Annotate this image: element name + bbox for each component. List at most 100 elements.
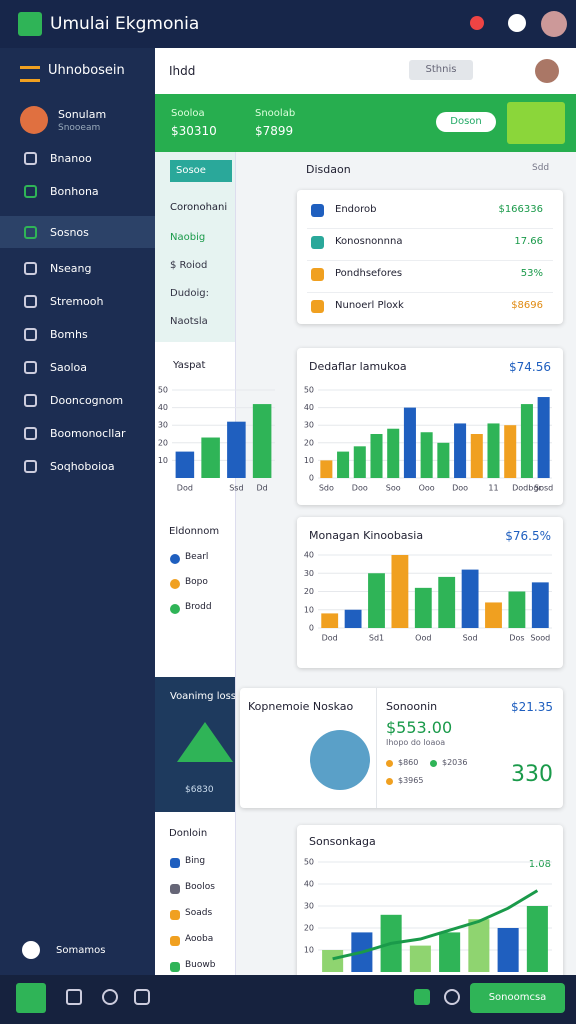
y-tick-label: 10 <box>304 946 314 955</box>
y-tick-label: 30 <box>304 421 314 430</box>
nav-icon <box>24 328 37 341</box>
bar <box>508 591 526 628</box>
legend-label: $860 <box>398 758 419 767</box>
chart-value: $76.5% <box>505 529 551 543</box>
nav-item[interactable]: Dooncognom <box>50 394 124 407</box>
search-button[interactable]: Sthnis <box>409 60 473 80</box>
nav-icon <box>24 361 37 374</box>
list-item[interactable]: Brodd <box>185 602 212 612</box>
bar <box>227 421 246 478</box>
y-tick-label: 10 <box>304 605 314 614</box>
nav-item[interactable]: Nseang <box>50 262 92 275</box>
bar <box>439 932 461 972</box>
nav-item[interactable]: Saoloa <box>50 361 87 374</box>
bottom-icon[interactable] <box>16 983 46 1013</box>
settings[interactable] <box>508 14 526 32</box>
primary-button[interactable]: Sonoomcsa <box>470 983 565 1013</box>
y-tick-label: 40 <box>158 403 168 412</box>
y-tick-label: 0 <box>309 474 314 483</box>
bar <box>337 451 350 478</box>
bottom-icon[interactable] <box>414 989 430 1005</box>
bottombar: Sonoomcsa <box>0 975 576 1024</box>
list-icon <box>170 936 180 946</box>
y-tick-label: 50 <box>158 386 168 395</box>
nav-item[interactable]: Soqhoboioa <box>50 460 115 473</box>
bottom-icon[interactable] <box>66 989 82 1005</box>
banner-button[interactable]: Doson <box>436 112 496 132</box>
nav-item[interactable]: Bnanoo <box>50 152 92 165</box>
list-icon <box>170 910 180 920</box>
bar <box>252 404 272 478</box>
bottom-icon[interactable] <box>134 989 150 1005</box>
nav-item[interactable]: Sosnos <box>50 226 89 239</box>
bar <box>420 432 433 478</box>
sidebar-footer[interactable]: Somamos <box>56 945 106 956</box>
logo <box>18 12 42 36</box>
list-icon <box>170 858 180 868</box>
x-tick-label: Dod <box>177 484 193 493</box>
list-item[interactable]: Aooba <box>185 934 214 944</box>
promo-panel: Voanimg loss $6830 <box>155 677 237 812</box>
x-tick-label: Ood <box>415 634 431 643</box>
bar <box>175 451 195 478</box>
bottom-icon[interactable] <box>102 989 118 1005</box>
list-item[interactable]: Bing <box>185 856 206 866</box>
bar <box>461 569 479 628</box>
subpanel-link[interactable]: Dudoig: <box>170 288 209 299</box>
banner-label: Snoolab <box>255 108 296 119</box>
chart-card: Dedaflar lamukoa $74.56 <box>297 348 563 505</box>
nav-item[interactable]: Stremooh <box>50 295 104 308</box>
row-icon <box>311 236 324 249</box>
legend-dot <box>386 760 393 767</box>
chart-value: 1.08 <box>528 859 551 870</box>
bar <box>387 428 400 478</box>
y-tick-label: 40 <box>304 551 314 560</box>
nav-item[interactable]: Boomonocllar <box>50 427 126 440</box>
avatar-small[interactable] <box>535 59 559 83</box>
divider <box>376 688 377 808</box>
nav-icon <box>24 262 37 275</box>
nav-item[interactable]: Bomhs <box>50 328 88 341</box>
list-item[interactable]: Boolos <box>185 882 215 892</box>
row-value: 53% <box>520 268 543 279</box>
dialog-close[interactable]: Sdd <box>532 163 550 173</box>
subpanel-tab[interactable]: Sosoe <box>170 160 232 182</box>
nav-icon <box>24 427 37 440</box>
x-tick-label: Dod <box>322 634 338 643</box>
y-tick-label: 20 <box>158 438 168 447</box>
subpanel-link[interactable]: Naobig <box>170 232 206 243</box>
list-item[interactable]: Soads <box>185 908 213 918</box>
promo-card: Kopnemoie Noskao Sonoonin $553.00 Ihopo … <box>240 688 563 808</box>
banner-value: $7899 <box>255 124 294 138</box>
bottom-icon[interactable] <box>444 989 460 1005</box>
trend-line <box>332 889 539 961</box>
legend-dot <box>386 778 393 785</box>
promo-value: $21.35 <box>511 700 553 714</box>
action-button[interactable] <box>507 102 565 144</box>
bar <box>409 945 431 972</box>
legend-label: $2036 <box>442 758 468 767</box>
subpanel-bottom: Donloin Bing Boolos Soads Aooba Buowb <box>155 812 235 975</box>
x-tick-label: Sdo <box>319 484 334 493</box>
bar <box>454 423 467 478</box>
subpanel-link[interactable]: Naotsla <box>170 316 208 327</box>
promo-big: 330 <box>511 762 553 787</box>
list-item[interactable]: Bearl <box>185 552 209 562</box>
avatar[interactable] <box>541 11 567 37</box>
menu-icon[interactable] <box>20 66 40 82</box>
bar <box>322 950 344 972</box>
list-item[interactable]: Buowb <box>185 960 216 970</box>
bar <box>414 587 432 628</box>
notification[interactable] <box>470 16 484 30</box>
promo-note: Ihopo do loaoa <box>386 738 446 747</box>
promo-value: $6830 <box>185 785 214 795</box>
bar <box>368 573 385 628</box>
topbar: Ihdd Sthnis <box>155 48 576 95</box>
list-item[interactable]: Bopo <box>185 577 208 587</box>
subpanel-link[interactable]: $ Roiod <box>170 260 208 271</box>
row-divider <box>307 228 553 229</box>
promo-title: Voanimg loss <box>170 691 237 702</box>
nav-item[interactable]: Bonhona <box>50 185 99 198</box>
